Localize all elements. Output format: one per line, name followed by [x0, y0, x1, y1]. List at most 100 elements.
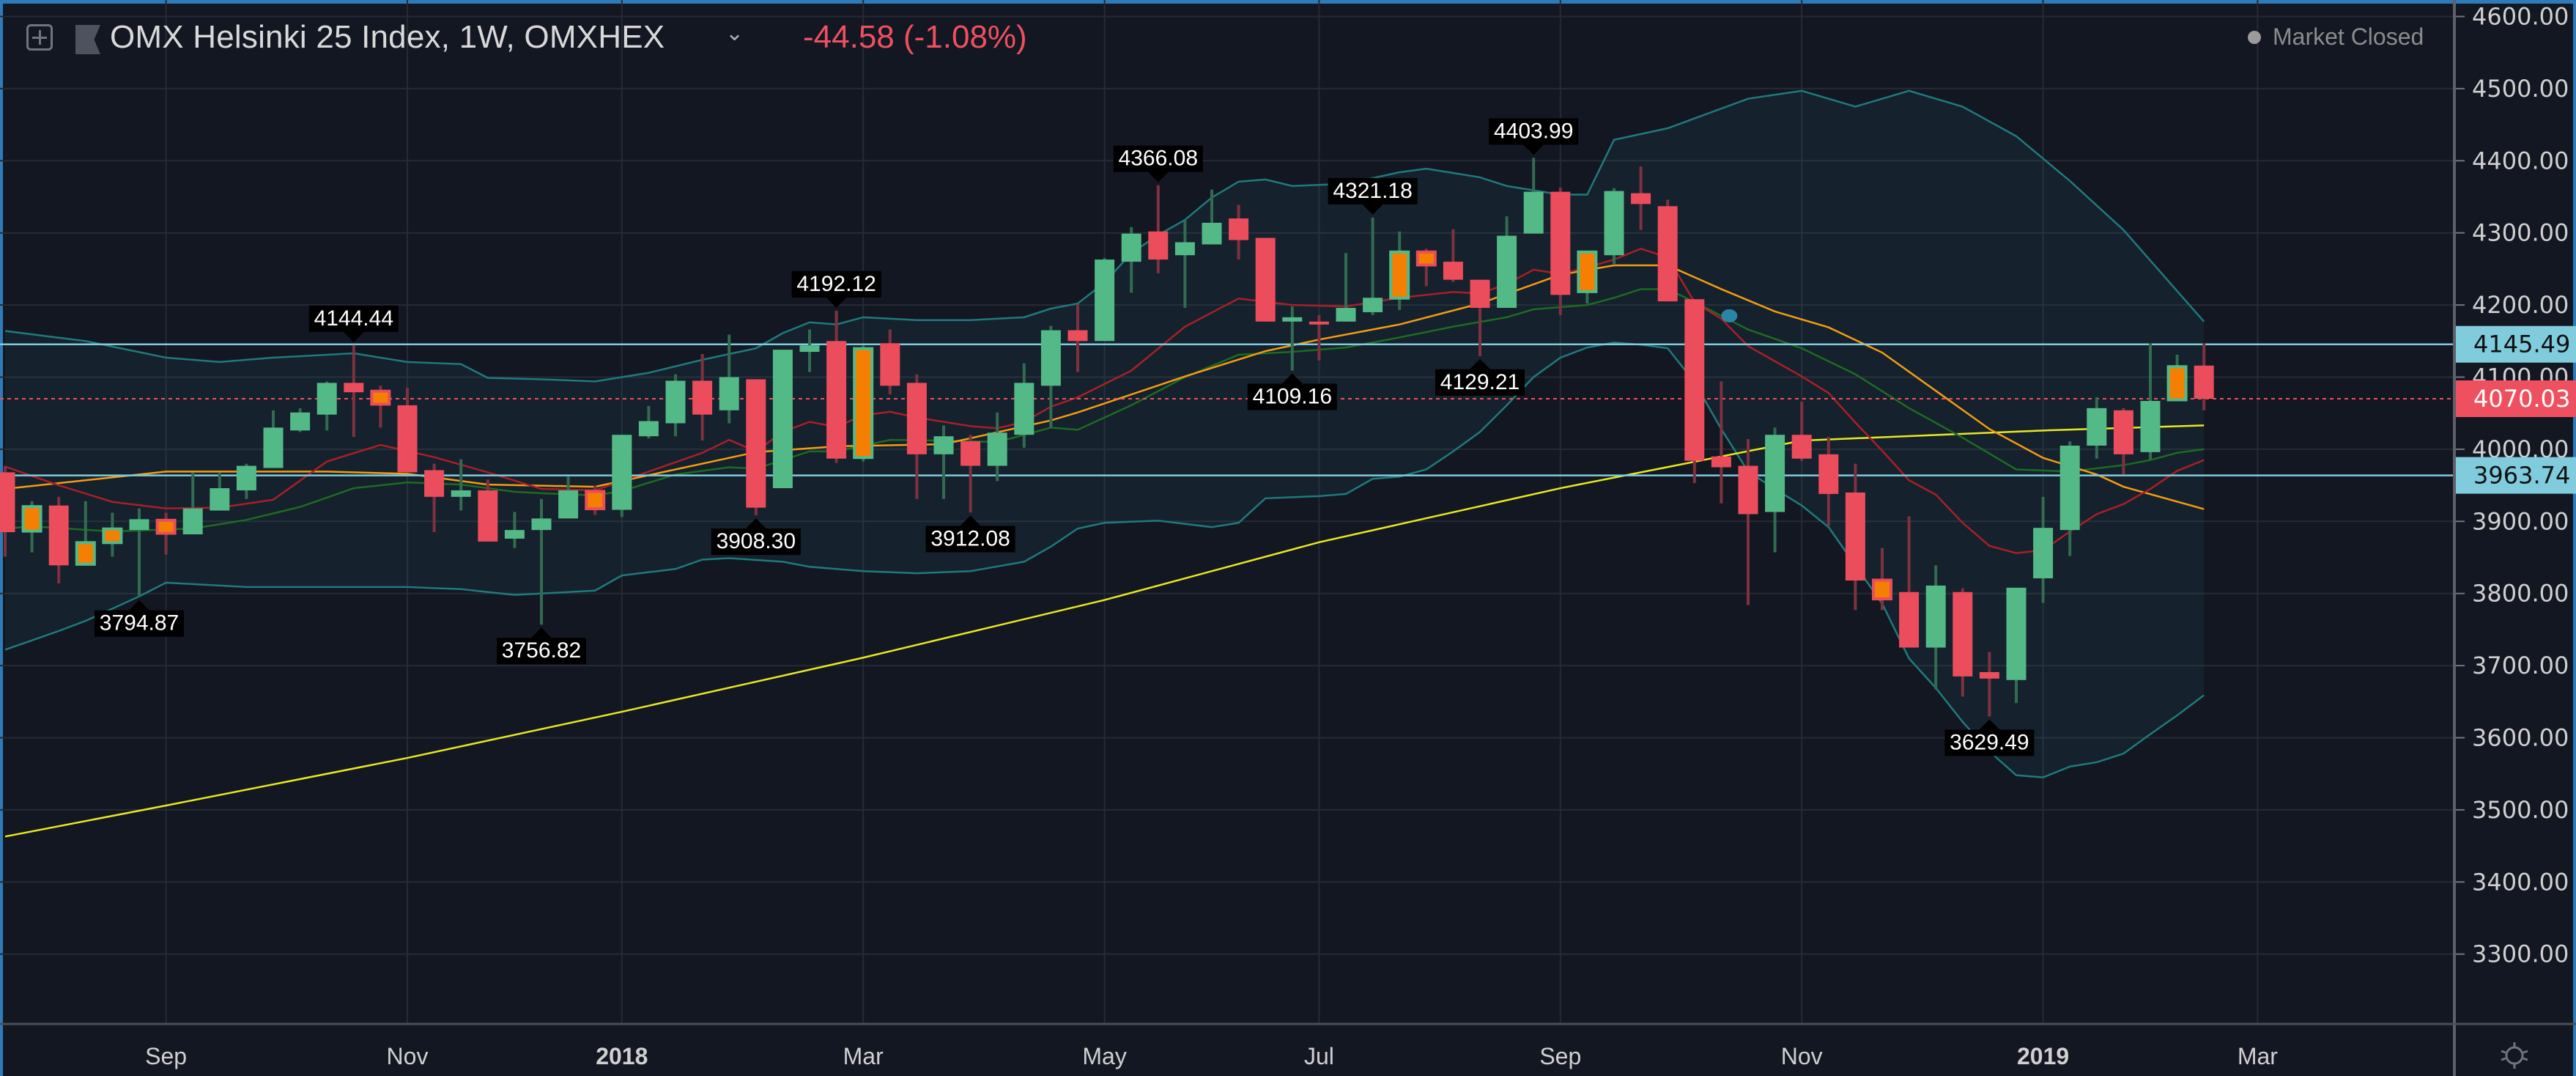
- candle-body: [2194, 365, 2214, 399]
- candle: [1336, 253, 1356, 322]
- price-annotation: 3756.82: [497, 627, 586, 665]
- time-axis-label: Mar: [843, 1043, 884, 1069]
- symbol-title[interactable]: OMX Helsinki 25 Index, 1W, OMXHEX: [110, 19, 665, 55]
- candle: [585, 485, 606, 515]
- candle: [182, 472, 203, 535]
- candle: [638, 405, 659, 439]
- candle-body: [2059, 445, 2080, 531]
- candle: [1791, 401, 1812, 461]
- annotation-arrow: [960, 515, 981, 526]
- candle: [1389, 231, 1410, 310]
- status-dot-icon: [2248, 30, 2261, 44]
- candle: [933, 425, 954, 499]
- ma-red-line: [4, 248, 2205, 554]
- annotation-label: 3794.87: [100, 611, 179, 635]
- price-annotation: 4109.16: [1247, 373, 1337, 410]
- annotation-label: 4129.21: [1440, 370, 1520, 394]
- candle: [102, 512, 123, 557]
- candle-body: [1174, 242, 1195, 256]
- annotation-arrow: [129, 600, 149, 611]
- candle-body: [1631, 193, 1651, 204]
- chevron-down-icon[interactable]: ⌄: [725, 21, 744, 45]
- candle-body: [129, 519, 149, 531]
- candle: [880, 329, 900, 395]
- candle-body: [1523, 191, 1544, 234]
- candle: [2059, 441, 2080, 556]
- candle: [531, 498, 552, 625]
- candle: [1174, 220, 1195, 309]
- candle: [2166, 354, 2188, 402]
- ma-orange-line: [4, 264, 2205, 510]
- candle: [1415, 248, 1437, 287]
- annotation-arrow: [1147, 172, 1169, 183]
- last-price-tag: 4070.03: [2456, 380, 2576, 417]
- price-annotation: 4403.99: [1489, 118, 1579, 155]
- price-axis-label: 3700.00: [2472, 652, 2569, 679]
- candle: [317, 381, 337, 431]
- price-axis-label: 3300.00: [2472, 940, 2569, 968]
- time-axis-label: Nov: [1781, 1043, 1823, 1069]
- candle-body: [2006, 587, 2027, 680]
- candle-body: [317, 383, 337, 415]
- price-axis-label: 4300.00: [2472, 219, 2569, 247]
- candle-body: [1550, 191, 1571, 295]
- candle: [1899, 516, 1920, 648]
- price-tag-box: [2456, 325, 2576, 363]
- candle-body: [1148, 231, 1169, 260]
- candle: [1550, 187, 1571, 315]
- candle: [1121, 226, 1141, 293]
- annotation-box: [497, 638, 586, 665]
- candle-body-highlighted: [155, 518, 177, 535]
- annotation-box: [1328, 177, 1418, 204]
- candle-body-highlighted: [1577, 250, 1598, 293]
- annotation-label: 4321.18: [1333, 179, 1412, 203]
- annotation-box: [1113, 145, 1203, 172]
- annotation-label: 4109.16: [1253, 384, 1332, 408]
- add-symbol-icon[interactable]: [26, 24, 53, 51]
- bollinger-lower-line: [4, 342, 2205, 778]
- market-status: Market Closed: [2248, 23, 2424, 51]
- annotation-label: 4366.08: [1119, 147, 1198, 171]
- candles: [0, 158, 2214, 717]
- candle: [1523, 158, 1544, 234]
- candle: [1577, 250, 1598, 304]
- market-status-label: Market Closed: [2273, 23, 2424, 50]
- annotation-arrow: [1362, 204, 1383, 215]
- candle: [504, 512, 525, 548]
- candle: [1067, 304, 1088, 372]
- annotation-box: [791, 270, 881, 298]
- settings-gear-icon[interactable]: [2498, 1039, 2531, 1072]
- time-axis-label: Sep: [145, 1043, 187, 1069]
- candle: [263, 410, 284, 468]
- time-axis-label: Sep: [1539, 1043, 1581, 1069]
- price-annotation: 3629.49: [1944, 719, 2035, 756]
- candle: [1255, 237, 1276, 322]
- candle-body: [1336, 308, 1356, 322]
- price-change: -44.58 (-1.08%): [803, 19, 1027, 55]
- candle-body: [1121, 233, 1141, 262]
- candle-body: [1363, 298, 1383, 312]
- candle: [48, 496, 69, 583]
- candle-body: [1899, 592, 1920, 648]
- candle-body: [48, 505, 69, 566]
- candle: [1363, 217, 1383, 315]
- time-axis-label: 2019: [2017, 1043, 2069, 1069]
- candle: [1604, 188, 1624, 265]
- annotation-arrow: [826, 297, 847, 308]
- candle: [1040, 325, 1061, 428]
- annotation-label: 4403.99: [1494, 119, 1573, 143]
- candle: [236, 463, 256, 499]
- candle-body: [1443, 262, 1463, 280]
- candle: [2006, 587, 2027, 704]
- candle-body: [1040, 330, 1061, 386]
- annotation-box: [1944, 729, 2035, 756]
- candle-body: [2033, 528, 2054, 579]
- price-axis-label: 4400.00: [2472, 147, 2569, 174]
- candle-body: [0, 472, 15, 533]
- candle-body: [1711, 456, 1731, 468]
- candle: [1684, 299, 1705, 484]
- price-axis-label: 4600.00: [2472, 3, 2569, 31]
- candle-body: [692, 380, 713, 415]
